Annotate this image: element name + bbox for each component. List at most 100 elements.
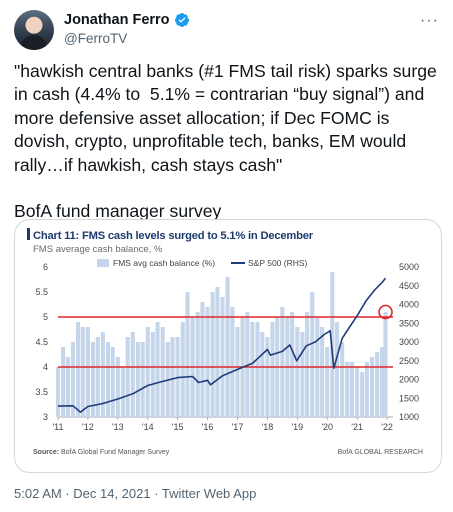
cash-balance-bar: [85, 327, 90, 417]
y-right-tick-label: 4500: [399, 281, 419, 291]
chart-source: Source: BofA Global Fund Manager Survey: [33, 449, 169, 456]
cash-balance-bar: [80, 327, 85, 417]
cash-balance-bar: [349, 362, 355, 417]
cash-balance-bar: [335, 322, 340, 417]
x-tick-label: '15: [172, 422, 184, 432]
x-tick-label: '20: [321, 422, 333, 432]
chart-subtitle: FMS average cash balance, %: [33, 244, 163, 255]
cash-balance-bar: [235, 327, 240, 417]
y-right-tick-label: 4000: [399, 300, 419, 310]
x-tick-label: '12: [82, 422, 94, 432]
y-left-tick-label: 3: [43, 412, 48, 422]
cash-balance-bar: [265, 337, 270, 417]
cash-balance-bar: [215, 287, 220, 417]
cash-balance-bar: [370, 357, 375, 417]
cash-balance-bar: [210, 292, 215, 417]
cash-balance-bar: [295, 327, 300, 417]
cash-balance-bar: [364, 362, 370, 417]
cash-balance-bar: [55, 367, 61, 417]
cash-balance-bar: [100, 332, 105, 417]
cash-balance-bar: [65, 357, 70, 417]
cash-balance-bar: [61, 347, 66, 417]
chart-image-card[interactable]: Chart 11: FMS cash levels surged to 5.1%…: [14, 219, 442, 473]
cash-balance-bar: [250, 322, 255, 417]
y-right-tick-label: 1000: [399, 412, 419, 422]
legend-line-label: S&P 500 (RHS): [248, 258, 308, 268]
chart-credit: BofA GLOBAL RESEARCH: [337, 449, 423, 456]
cash-balance-bar: [110, 347, 115, 417]
cash-balance-bar: [325, 347, 330, 417]
cash-balance-bar: [150, 332, 155, 417]
y-right-tick-label: 5000: [399, 262, 419, 272]
cash-balance-bar: [70, 342, 76, 417]
cash-balance-bar: [155, 322, 160, 417]
source-text: BofA Global Fund Manager Survey: [61, 449, 170, 456]
y-right-tick-label: 2500: [399, 356, 419, 366]
y-right-tick-label: 2000: [399, 375, 419, 385]
cash-balance-bar: [260, 332, 265, 417]
y-right-tick-label: 1500: [399, 393, 419, 403]
cash-balance-bar: [300, 332, 305, 417]
y-left-tick-label: 3.5: [35, 387, 48, 397]
title-accent-bar: [27, 228, 30, 240]
verified-badge-icon: [174, 13, 189, 27]
cash-balance-bar: [345, 362, 350, 417]
cash-balance-bar: [255, 322, 260, 417]
cash-balance-bar: [379, 347, 384, 417]
x-tick-label: '14: [142, 422, 154, 432]
y-left-tick-label: 6: [43, 262, 48, 272]
author-name[interactable]: Jonathan Ferro: [64, 12, 170, 28]
cash-balance-bar: [115, 357, 120, 417]
more-options-button[interactable]: ···: [420, 12, 439, 29]
sp500-line: [57, 277, 387, 413]
cash-vs-sp500-chart: FMS avg cash balance (%) S&P 500 (RHS) 3 3.…: [35, 258, 419, 432]
source-label: Source:: [33, 449, 60, 456]
cash-balance-bar: [135, 342, 140, 417]
legend-bar-label: FMS avg cash balance (%): [113, 258, 215, 268]
cash-balance-bar: [140, 342, 145, 417]
cash-balance-bar: [280, 307, 285, 417]
x-tick-label: '13: [112, 422, 124, 432]
tweet-timestamp[interactable]: 5:02 AM · Dec 14, 2021 · Twitter Web App: [14, 486, 257, 501]
cash-balance-bar: [375, 352, 380, 417]
cash-balance-bar: [220, 297, 225, 417]
cash-balance-bar: [195, 312, 200, 417]
cash-balance-bar: [270, 322, 275, 417]
x-tick-label: '17: [232, 422, 244, 432]
y-left-tick-label: 4.5: [35, 337, 48, 347]
y-right-tick-label: 3000: [399, 337, 419, 347]
cash-balance-bar: [305, 312, 310, 417]
cash-balance-bar: [205, 307, 210, 417]
cash-balance-bar: [90, 342, 96, 417]
cash-balance-bar: [225, 277, 230, 417]
x-tick-label: '18: [262, 422, 274, 432]
x-tick-label: '16: [202, 422, 214, 432]
cash-balance-bar: [160, 327, 165, 417]
cash-balance-bar: [145, 327, 150, 417]
cash-balance-bar: [170, 337, 175, 417]
y-left-tick-label: 5.5: [35, 287, 48, 297]
y-right-tick-label: 3500: [399, 318, 419, 328]
x-tick-label: '11: [52, 422, 63, 432]
cash-balance-bar: [360, 372, 365, 417]
cash-balance-bar: [383, 312, 388, 417]
cash-balance-bar: [230, 307, 235, 417]
x-tick-label: '21: [351, 422, 363, 432]
x-tick-label: '22: [381, 422, 393, 432]
author-handle[interactable]: @FerroTV: [64, 31, 128, 46]
cash-balance-bar: [120, 367, 125, 417]
cash-balance-bar: [105, 342, 111, 417]
chart-title: Chart 11: FMS cash levels surged to 5.1%…: [33, 230, 313, 242]
cash-balance-bar: [290, 312, 295, 417]
cash-balance-bar: [355, 367, 360, 417]
cash-balance-bar: [340, 342, 345, 417]
x-tick-label: '19: [291, 422, 303, 432]
cash-balance-bar: [125, 337, 130, 417]
highlight-circle: [378, 304, 393, 320]
cash-balance-bar: [95, 337, 100, 417]
avatar[interactable]: [14, 10, 54, 50]
cash-balance-bar: [185, 292, 190, 417]
legend-bar-swatch: [97, 259, 109, 267]
cash-balance-bar: [245, 312, 250, 417]
cash-balance-bar: [200, 302, 205, 417]
